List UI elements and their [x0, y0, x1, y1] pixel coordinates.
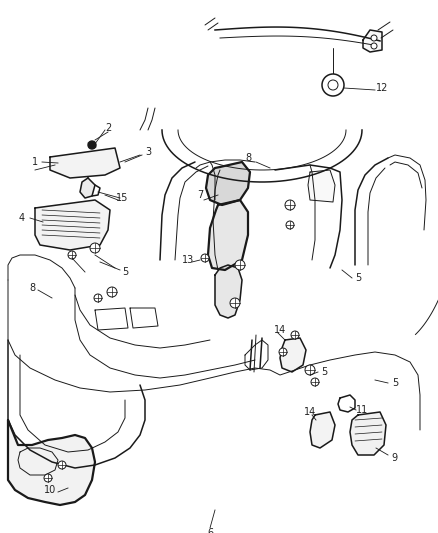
- Circle shape: [235, 260, 245, 270]
- Polygon shape: [208, 200, 248, 270]
- Text: 4: 4: [19, 213, 25, 223]
- Polygon shape: [363, 30, 382, 52]
- Text: 11: 11: [356, 405, 368, 415]
- Text: 15: 15: [116, 193, 128, 203]
- Polygon shape: [8, 420, 95, 505]
- Polygon shape: [215, 265, 242, 318]
- Text: 7: 7: [197, 190, 203, 200]
- Text: 10: 10: [44, 485, 56, 495]
- Polygon shape: [308, 170, 335, 202]
- Polygon shape: [206, 162, 250, 205]
- Text: 14: 14: [274, 325, 286, 335]
- Text: 5: 5: [355, 273, 361, 283]
- Text: 5: 5: [392, 378, 398, 388]
- Polygon shape: [350, 412, 386, 455]
- Circle shape: [68, 251, 76, 259]
- Polygon shape: [35, 200, 110, 250]
- Circle shape: [371, 43, 377, 49]
- Circle shape: [88, 141, 96, 149]
- Circle shape: [322, 74, 344, 96]
- Circle shape: [305, 365, 315, 375]
- Text: 3: 3: [145, 147, 151, 157]
- Text: 2: 2: [105, 123, 111, 133]
- Circle shape: [328, 80, 338, 90]
- Text: 12: 12: [376, 83, 388, 93]
- Polygon shape: [80, 178, 95, 198]
- Text: 8: 8: [245, 153, 251, 163]
- Text: 5: 5: [122, 267, 128, 277]
- Text: 8: 8: [29, 283, 35, 293]
- Polygon shape: [310, 412, 335, 448]
- Circle shape: [311, 378, 319, 386]
- Circle shape: [107, 287, 117, 297]
- Text: 13: 13: [182, 255, 194, 265]
- Circle shape: [58, 461, 66, 469]
- Circle shape: [94, 294, 102, 302]
- Polygon shape: [50, 148, 120, 178]
- Circle shape: [286, 221, 294, 229]
- Circle shape: [285, 200, 295, 210]
- Text: 5: 5: [321, 367, 327, 377]
- Circle shape: [44, 474, 52, 482]
- Circle shape: [230, 298, 240, 308]
- Text: 1: 1: [32, 157, 38, 167]
- Circle shape: [90, 243, 100, 253]
- Text: 6: 6: [207, 528, 213, 533]
- Text: 9: 9: [391, 453, 397, 463]
- Circle shape: [291, 331, 299, 339]
- Polygon shape: [280, 338, 306, 372]
- Circle shape: [371, 35, 377, 41]
- Circle shape: [201, 254, 209, 262]
- Circle shape: [279, 348, 287, 356]
- Text: 14: 14: [304, 407, 316, 417]
